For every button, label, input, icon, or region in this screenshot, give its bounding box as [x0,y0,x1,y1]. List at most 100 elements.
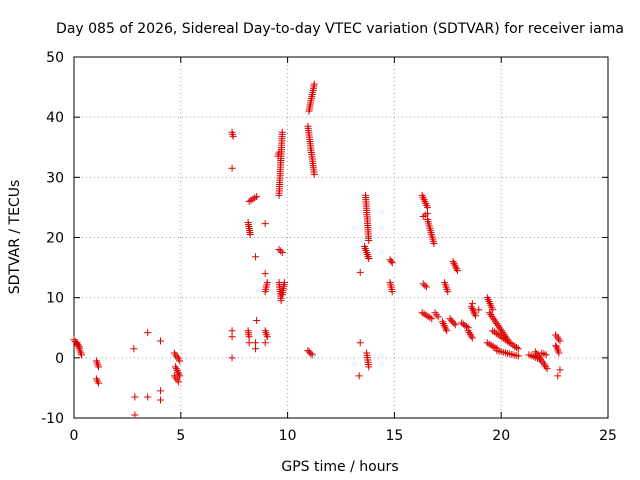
data-point [475,306,483,314]
data-point [501,336,509,344]
data-series-sdtvar [70,80,564,419]
data-point [229,132,237,140]
data-point [468,334,476,342]
data-point [443,327,451,335]
data-point [95,379,103,387]
data-point [245,333,253,341]
x-tick-label: 10 [279,428,297,444]
x-axis-label: GPS time / hours [281,459,398,475]
data-point [365,237,373,245]
data-point [492,318,500,326]
data-point [496,332,504,340]
x-tick-label: 5 [176,428,185,444]
data-point [95,363,103,371]
data-point [490,316,498,324]
data-point [144,329,152,337]
data-point [434,313,442,321]
data-point [245,339,253,347]
data-point [440,321,448,329]
data-point [278,128,286,136]
data-point [228,333,236,341]
x-axis-ticks: 0 5 10 15 20 25 [70,57,617,444]
y-tick-label: 50 [46,50,64,66]
data-point [465,329,473,337]
data-point [253,193,261,201]
data-point [470,308,478,316]
data-point [428,315,436,323]
data-point [556,366,564,374]
data-point [512,344,520,352]
data-point [261,339,269,347]
data-point [542,351,550,359]
data-point [157,337,165,345]
data-point [171,363,179,371]
data-point [144,393,152,401]
data-point [467,332,475,340]
data-point [278,249,286,257]
data-point [275,246,283,254]
data-point [310,170,318,178]
data-point [462,323,470,331]
data-point [430,240,438,248]
data-point [489,327,497,335]
data-point [252,345,260,353]
chart-title: Day 085 of 2026, Sidereal Day-to-day VTE… [56,21,624,37]
data-point [175,378,183,386]
data-point [365,255,373,263]
data-point [498,333,506,341]
data-point [498,327,506,335]
data-point [228,354,236,362]
data-point [444,288,452,296]
data-point [173,366,181,374]
data-point [543,365,551,373]
data-point [555,349,563,357]
y-tick-label: 0 [55,351,64,367]
data-point [511,342,519,350]
data-point [175,370,183,378]
data-point [554,372,562,380]
data-point [70,336,78,344]
data-point [494,321,502,329]
data-point [468,300,476,308]
data-point [471,310,479,318]
data-point [487,311,495,319]
y-axis-label: SDTVAR / TECUs [7,180,23,295]
data-point [493,320,501,328]
data-point [356,339,364,347]
data-point [469,306,477,314]
data-point [356,268,364,276]
data-point [419,280,427,288]
data-point [280,279,288,287]
data-point [451,261,459,269]
data-point [422,283,430,291]
data-point [424,203,432,211]
data-point [472,312,480,320]
y-tick-label: -10 [41,411,64,427]
data-point [365,363,373,371]
data-point [77,351,85,359]
x-tick-label: 0 [70,428,79,444]
data-point [514,345,522,353]
y-tick-label: 40 [46,110,64,126]
y-axis-ticks: -10 0 10 20 30 40 50 [41,50,608,427]
x-tick-label: 25 [599,428,617,444]
data-point [261,220,269,228]
data-point [451,321,459,329]
data-point [388,259,396,267]
data-point [387,257,395,265]
data-point [489,314,497,322]
data-point [308,351,316,359]
data-point [439,320,447,328]
data-point [424,209,432,217]
data-point [263,279,271,287]
data-point [509,341,517,349]
data-point [452,263,460,271]
data-point [485,309,493,317]
data-point [441,323,449,331]
data-point [176,357,184,365]
data-point [388,288,396,296]
data-point [449,258,457,266]
data-point [464,327,472,335]
data-point [490,328,498,336]
